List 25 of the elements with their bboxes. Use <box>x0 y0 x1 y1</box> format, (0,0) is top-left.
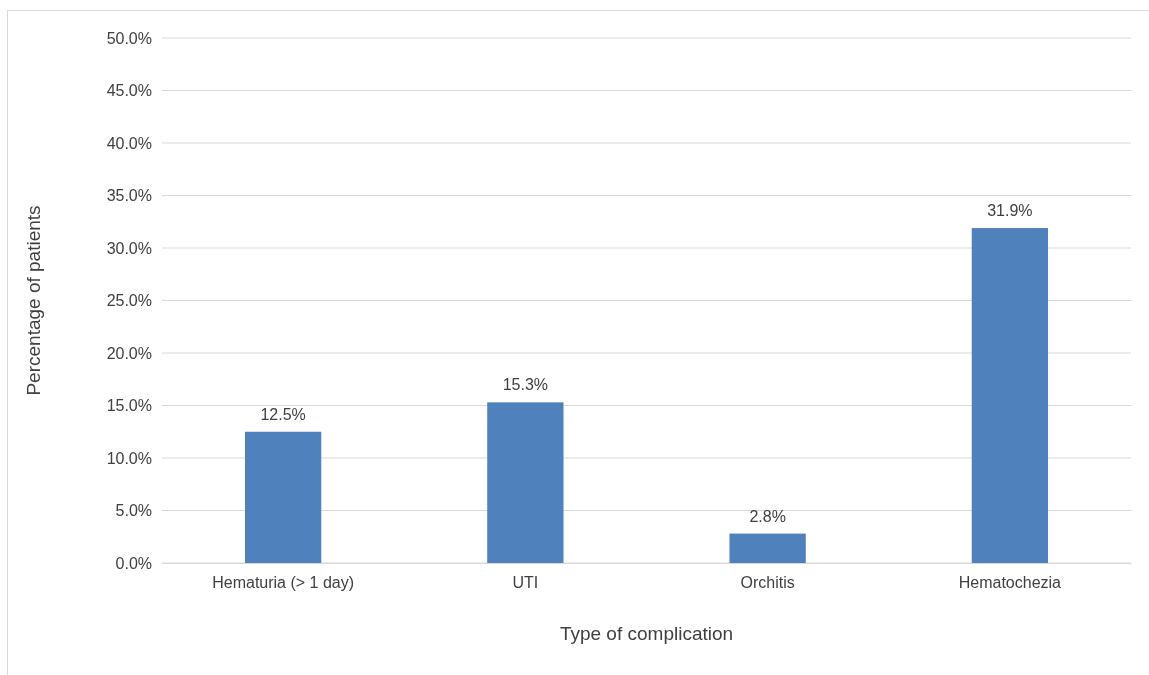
data-label: 2.8% <box>749 507 786 525</box>
bar <box>244 431 322 563</box>
x-tick-label: UTI <box>512 574 539 592</box>
y-tick-label: 40.0% <box>106 134 152 152</box>
y-tick-label: 0.0% <box>115 554 152 572</box>
y-tick-label: 50.0% <box>106 29 152 47</box>
y-tick-label: 35.0% <box>106 187 152 205</box>
y-tick-label: 20.0% <box>106 344 152 362</box>
y-tick-label: 10.0% <box>106 449 152 467</box>
bar <box>729 533 806 563</box>
data-label: 15.3% <box>502 376 549 394</box>
y-tick-label: 25.0% <box>106 292 152 310</box>
data-label: 12.5% <box>260 405 306 423</box>
y-tick-label: 15.0% <box>106 397 152 415</box>
x-tick-label: Hematuria (> 1 day) <box>212 574 355 592</box>
y-axis-title: Percentage of patients <box>23 205 44 396</box>
x-axis-title: Type of complication <box>559 623 734 644</box>
data-label: 31.9% <box>987 202 1033 220</box>
bar <box>487 402 564 563</box>
y-tick-label: 45.0% <box>106 82 152 100</box>
x-tick-label: Hematochezia <box>958 574 1062 592</box>
bar <box>971 228 1049 563</box>
y-tick-label: 5.0% <box>115 502 152 520</box>
y-tick-label: 30.0% <box>106 239 152 257</box>
x-tick-label: Orchitis <box>740 574 795 592</box>
